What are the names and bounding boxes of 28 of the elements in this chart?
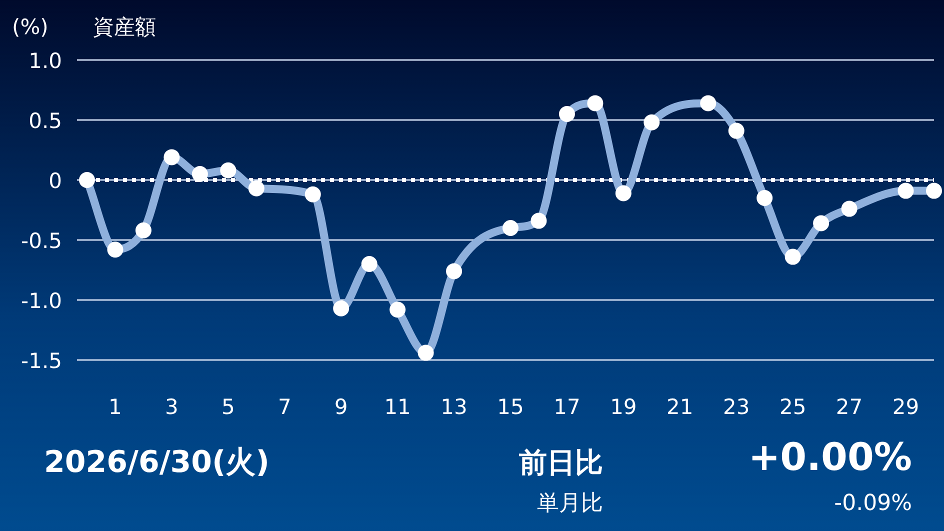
x-tick-label: 5	[221, 395, 235, 419]
x-tick-label: 29	[892, 395, 920, 419]
x-tick-label: 27	[836, 395, 863, 419]
chart-title: 資産額	[93, 15, 156, 39]
x-tick-label: 13	[440, 395, 468, 419]
text: 単月比	[537, 491, 603, 516]
y-tick-label: -1.5	[21, 349, 62, 373]
x-tick-label: 17	[554, 395, 580, 419]
text: -0.09%	[834, 491, 912, 516]
x-tick-label: 1	[108, 395, 122, 419]
x-tick-label: 21	[666, 395, 694, 419]
text: 2026/6/30(火)	[44, 445, 270, 480]
y-tick-label: 1.0	[28, 49, 62, 73]
y-tick-label: 0	[48, 169, 62, 193]
x-tick-label: 7	[278, 395, 292, 419]
y-tick-label: 0.5	[28, 109, 62, 133]
x-tick-label: 19	[610, 395, 637, 419]
x-tick-label: 11	[384, 395, 411, 419]
y-tick-label: -0.5	[21, 229, 62, 253]
x-tick-label: 15	[497, 395, 524, 419]
x-tick-label: 23	[723, 395, 750, 419]
y-tick-label: -1.0	[21, 289, 62, 313]
y-axis-title: (%)	[12, 15, 48, 39]
x-tick-label: 25	[779, 395, 806, 419]
text: +0.00%	[748, 435, 912, 479]
x-tick-label: 9	[334, 395, 348, 419]
x-tick-label: 3	[165, 395, 178, 419]
text: 前日比	[518, 446, 603, 479]
